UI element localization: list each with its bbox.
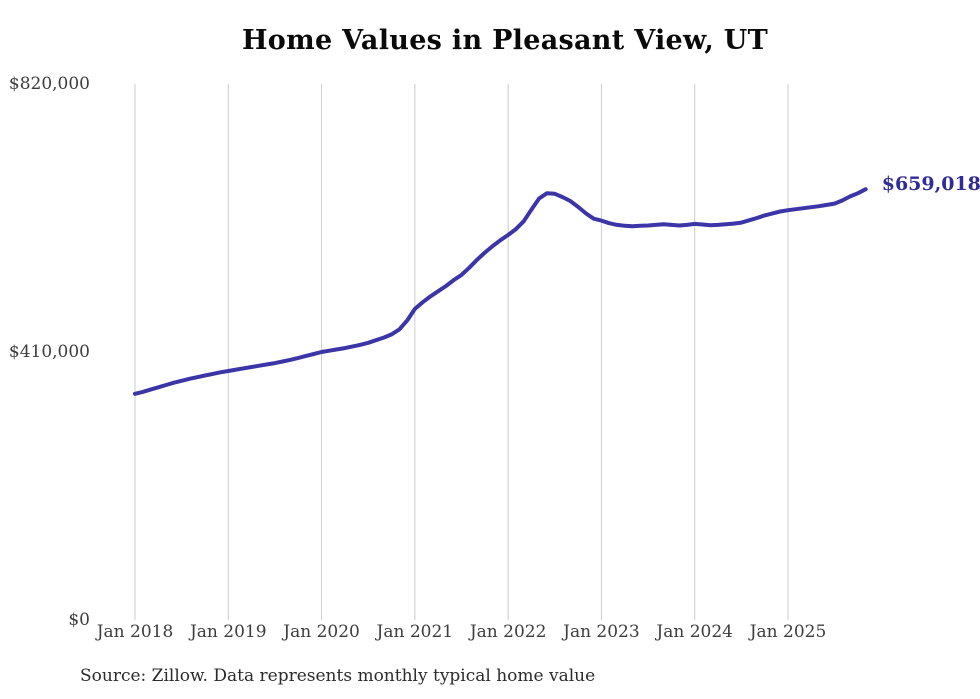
latest-value-label: $659,018 xyxy=(881,173,980,196)
x-tick-label: Jan 2018 xyxy=(96,622,174,642)
chart-title: Home Values in Pleasant View, UT xyxy=(241,25,768,56)
x-tick-label: Jan 2022 xyxy=(469,622,547,642)
x-tick-label: Jan 2024 xyxy=(656,622,733,642)
x-tick-label: Jan 2020 xyxy=(283,622,360,642)
y-tick-label: $0 xyxy=(68,610,90,630)
x-tick-label: Jan 2019 xyxy=(189,622,267,642)
x-tick-label: Jan 2021 xyxy=(376,622,454,642)
x-tick-label: Jan 2025 xyxy=(749,622,827,642)
series-line xyxy=(133,187,868,396)
source-note: Source: Zillow. Data represents monthly … xyxy=(80,666,596,686)
y-tick-label: $820,000 xyxy=(8,74,90,94)
x-tick-label: Jan 2023 xyxy=(563,622,640,642)
y-tick-label: $410,000 xyxy=(8,342,90,362)
